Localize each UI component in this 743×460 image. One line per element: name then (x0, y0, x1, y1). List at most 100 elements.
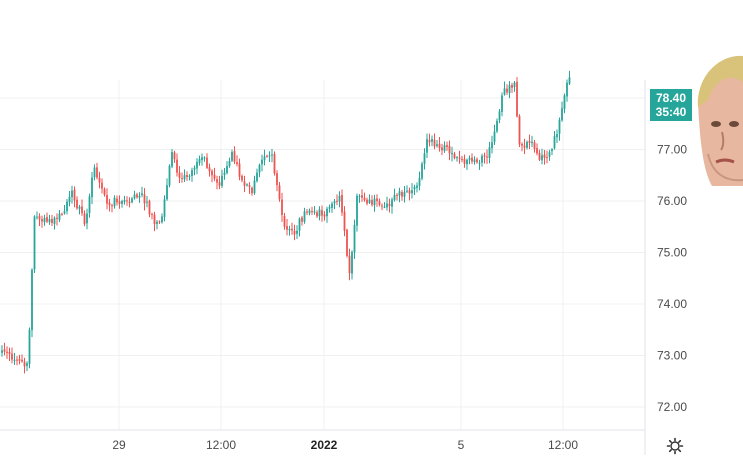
candle-body (23, 361, 26, 367)
candle-body (373, 198, 376, 206)
candle-body (561, 108, 563, 121)
candle-body (233, 151, 236, 162)
candle-body (26, 363, 28, 366)
candle-body (383, 206, 386, 208)
candle-body (123, 199, 126, 202)
candle-body (338, 195, 341, 202)
x-tick-label: 12:00 (548, 438, 578, 452)
candle-body (63, 211, 66, 214)
y-tick-label: 77.00 (657, 143, 687, 157)
bar-countdown: 35:40 (655, 105, 687, 119)
candle-body (136, 194, 138, 198)
candle-body (98, 177, 101, 183)
candle-body (18, 359, 21, 361)
candle-body (113, 197, 116, 207)
candle-body (448, 146, 451, 154)
candle-body (438, 143, 441, 149)
x-tick-label: 12:00 (206, 438, 236, 452)
candles (1, 70, 571, 374)
x-tick-label: 2022 (311, 438, 338, 452)
gear-icon[interactable] (666, 437, 684, 455)
candle-body (1, 350, 3, 353)
candle-body (303, 211, 306, 222)
candle-body (533, 142, 536, 149)
candle-body (461, 158, 463, 160)
candle-body (553, 136, 556, 149)
candle-body (568, 77, 571, 84)
candle-body (178, 172, 181, 178)
candle-body (466, 159, 468, 165)
grid-lines (0, 80, 645, 430)
candle-body (76, 199, 78, 209)
candle-body (476, 159, 478, 163)
candle-body (371, 200, 373, 205)
candle-body (171, 152, 173, 167)
candle-body (153, 214, 156, 225)
candle-body (523, 145, 526, 148)
candle-body (308, 210, 311, 214)
candle-body (503, 88, 506, 95)
candle-body (88, 196, 91, 214)
candle-body (566, 82, 568, 97)
candle-body (168, 165, 171, 186)
candle-body (536, 148, 538, 154)
person-photo (694, 52, 743, 186)
candle-body (158, 221, 161, 223)
candle-body (78, 206, 81, 209)
candle-body (481, 155, 483, 163)
candle-body (191, 170, 193, 177)
candle-body (331, 203, 333, 208)
candle-body (333, 201, 336, 204)
candle-body (101, 182, 103, 189)
candle-body (161, 216, 163, 223)
candle-body (518, 116, 521, 145)
candle-body (563, 95, 566, 109)
candle-body (541, 155, 543, 161)
candle-body (208, 167, 211, 172)
candle-body (463, 159, 466, 164)
last-price-tag: 78.40 35:40 (650, 89, 692, 121)
x-tick-label: 29 (112, 438, 126, 452)
candle-body (328, 207, 331, 209)
candle-body (451, 152, 453, 155)
candle-body (433, 139, 436, 147)
candle-body (8, 352, 11, 354)
candle-body (106, 195, 108, 204)
candle-body (56, 217, 58, 219)
candle-body (426, 139, 428, 153)
candle-body (368, 199, 371, 203)
candle-body (73, 189, 76, 201)
candle-body (363, 197, 366, 201)
last-price: 78.40 (655, 91, 687, 105)
candle-body (526, 141, 528, 148)
candle-body (16, 359, 18, 361)
candle-body (176, 159, 178, 173)
candle-body (273, 153, 276, 174)
candle-body (238, 163, 241, 177)
candle-body (418, 178, 421, 186)
candle-body (366, 199, 368, 204)
candle-body (21, 359, 23, 362)
candle-body (93, 167, 96, 178)
candle-body (38, 216, 41, 220)
candle-body (226, 166, 228, 173)
candle-body (508, 85, 511, 94)
candle-body (28, 329, 31, 364)
candle-body (393, 194, 396, 201)
candle-body (411, 190, 413, 194)
candle-body (96, 167, 98, 178)
candle-body (251, 187, 253, 194)
candle-body (86, 213, 88, 224)
candle-body (148, 200, 151, 215)
candle-body (283, 215, 286, 227)
candle-body (361, 195, 363, 198)
candle-body (403, 192, 406, 197)
candle-body (401, 192, 403, 197)
candle-body (193, 167, 196, 170)
candle-body (486, 156, 488, 158)
candle-body (423, 153, 426, 165)
candle-body (531, 141, 533, 144)
candle-body (341, 195, 343, 213)
candle-body (36, 216, 38, 218)
